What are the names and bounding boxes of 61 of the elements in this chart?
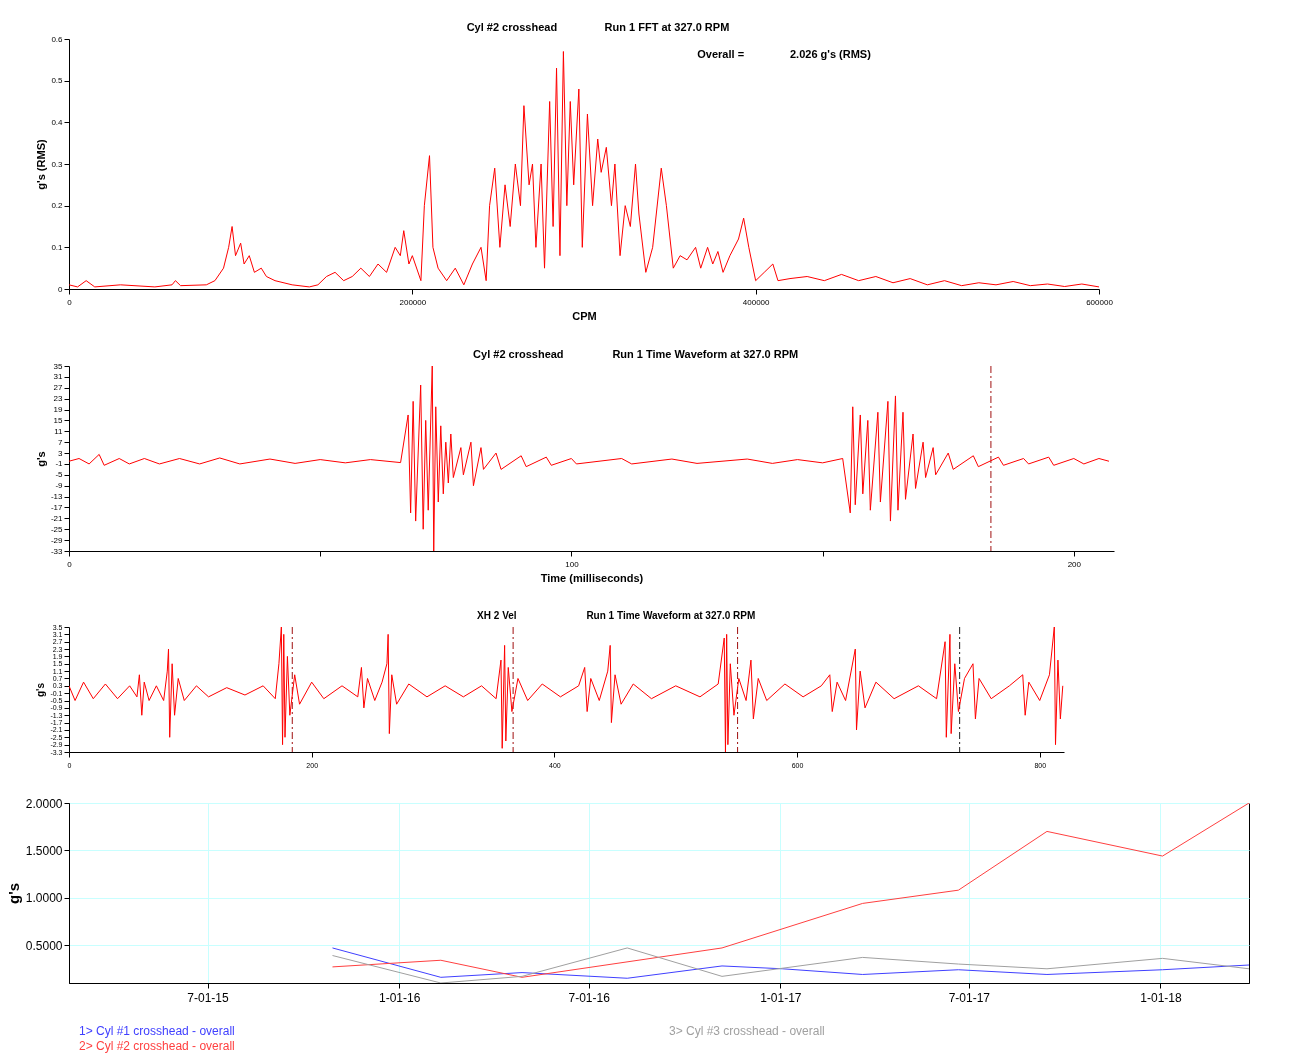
chart-title: Cyl #2 crosshead	[473, 348, 564, 360]
y-tick-label: -33	[50, 546, 64, 556]
y-tick-label: 35	[53, 361, 64, 371]
y-tick-label: 23	[53, 394, 64, 404]
x-tick-label: 100	[565, 559, 580, 569]
y-tick-label: 27	[53, 383, 64, 393]
line-series	[332, 803, 1249, 978]
x-tick-label: 1-01-16	[378, 990, 421, 1005]
y-tick-label: 0.1	[51, 242, 64, 252]
text: 3> Cyl #3 crosshead - overall	[669, 1024, 825, 1038]
y-tick-label: 1.5000	[25, 843, 63, 858]
x-tick-label: 200000	[399, 297, 427, 307]
x-axis-title: CPM	[572, 309, 597, 322]
x-tick-label: 0	[67, 559, 73, 569]
y-tick-label: 0.3	[51, 159, 64, 169]
annotation: 2.026 g's (RMS)	[790, 48, 872, 60]
y-axis-title: g's	[35, 682, 47, 698]
x-tick-label: 7-01-17	[948, 990, 991, 1005]
chart-subtitle: Run 1 Time Waveform at 327.0 RPM	[612, 348, 799, 360]
y-tick-label: 19	[53, 405, 64, 415]
y-tick-label: 0.4	[51, 117, 64, 127]
y-tick-label: -25	[50, 524, 64, 534]
y-tick-label: 11	[54, 426, 64, 436]
line-series	[69, 366, 1110, 551]
y-tick-label: 0.5	[51, 76, 64, 86]
y-tick-label: -13	[50, 492, 64, 502]
y-tick-label: 0.2	[51, 201, 64, 211]
text: 2> Cyl #2 crosshead - overall	[79, 1039, 235, 1053]
y-tick-label: 0	[58, 284, 64, 294]
annotation: Overall =	[697, 48, 745, 60]
x-tick-label: 0	[67, 297, 73, 307]
x-tick-label: 1-01-18	[1140, 990, 1182, 1005]
y-tick-label: 0.5000	[25, 938, 63, 953]
y-tick-label: 2.0000	[25, 796, 63, 811]
text: 1> Cyl #1 crosshead - overall	[79, 1024, 235, 1038]
x-tick-label: 200	[1067, 559, 1082, 569]
x-axis-title: Time (milliseconds)	[540, 571, 644, 584]
y-axis-title: g's (RMS)	[35, 139, 48, 190]
y-tick-label: 0.6	[51, 34, 64, 44]
y-tick-label: 1.0000	[25, 891, 63, 906]
y-tick-label: -21	[50, 513, 64, 523]
y-tick-label: -29	[50, 535, 64, 545]
y-tick-label: -5	[55, 470, 64, 480]
y-tick-label: -9	[55, 481, 64, 491]
y-tick-label: 31	[53, 372, 64, 382]
x-tick-label: 600000	[1086, 297, 1114, 307]
x-tick-label: 7-01-15	[187, 990, 230, 1005]
y-axis-title: g's	[4, 882, 22, 905]
x-tick-label: 7-01-16	[568, 990, 611, 1005]
y-tick-label: 7	[58, 437, 64, 447]
y-tick-label: 15	[53, 415, 64, 425]
y-tick-label: 3	[58, 448, 64, 458]
y-axis-title: g's	[34, 451, 47, 467]
y-tick-label: -17	[50, 502, 64, 512]
x-tick-label: 1-01-17	[760, 990, 802, 1005]
y-tick-label: -1	[55, 459, 64, 469]
chart-subtitle: Run 1 Time Waveform at 327.0 RPM	[586, 610, 756, 621]
chart-title: XH 2 Vel	[477, 610, 517, 621]
x-tick-label: 400000	[742, 297, 771, 307]
chart-title: Cyl #2 crosshead	[466, 21, 558, 33]
chart-subtitle: Run 1 FFT at 327.0 RPM	[604, 21, 730, 33]
